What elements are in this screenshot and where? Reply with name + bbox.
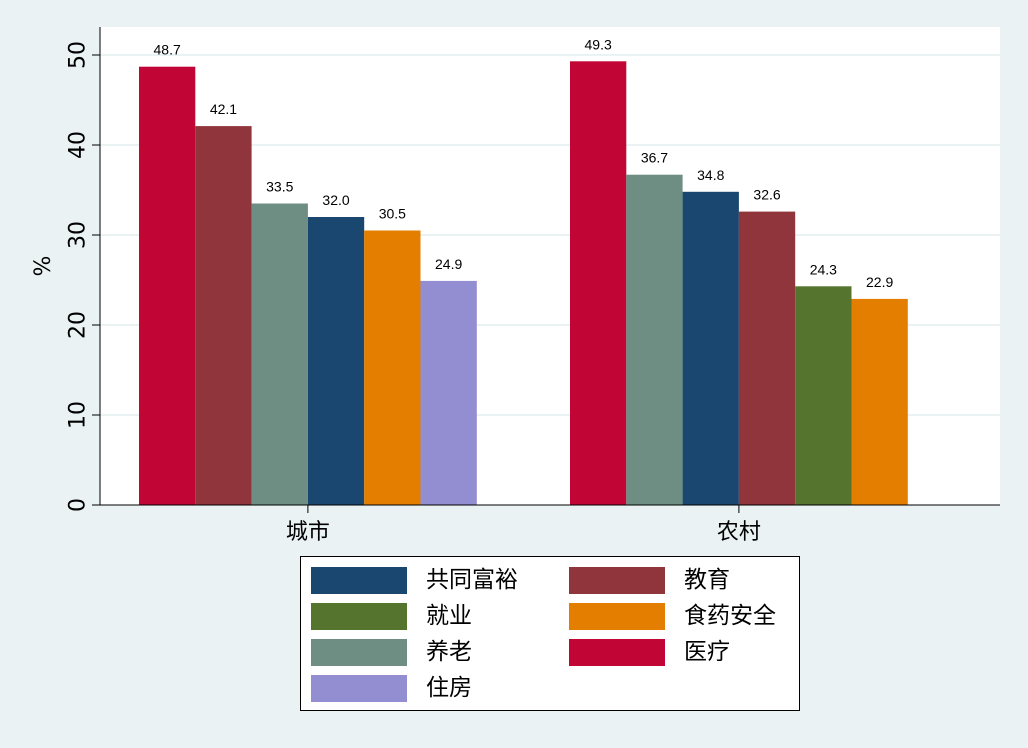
bar-value-label: 32.6 xyxy=(753,187,780,203)
bar-value-label: 32.0 xyxy=(322,192,349,208)
y-tick-label: 20 xyxy=(66,311,91,339)
legend-label: 医疗 xyxy=(684,639,730,665)
y-axis: 0 10 20 30 40 50 xyxy=(66,27,101,512)
bar-value-label: 36.7 xyxy=(641,150,668,166)
bar-value-label: 33.5 xyxy=(266,179,293,195)
bar xyxy=(364,230,421,505)
bar xyxy=(570,61,627,506)
bar xyxy=(738,211,796,505)
bar xyxy=(251,203,308,505)
bar-value-label: 49.3 xyxy=(585,36,612,52)
bar-value-label: 42.1 xyxy=(210,101,237,117)
legend-swatch xyxy=(311,639,407,666)
bar xyxy=(195,126,252,505)
bar xyxy=(626,174,683,505)
legend-label: 养老 xyxy=(426,639,472,665)
legend-swatch xyxy=(311,603,407,630)
bar xyxy=(795,286,852,505)
legend: 共同富裕 教育就业 食药安全养老 医疗住房 xyxy=(300,556,800,711)
bar-value-label: 22.9 xyxy=(866,274,893,290)
bar xyxy=(851,298,908,505)
legend-label: 共同富裕 xyxy=(426,567,518,593)
legend-label: 就业 xyxy=(426,603,472,629)
y-tick-label: 10 xyxy=(66,401,91,429)
y-tick-label: 50 xyxy=(66,41,91,69)
y-tick-label: 40 xyxy=(66,131,91,159)
bar xyxy=(682,191,739,506)
y-axis-label: % xyxy=(31,256,56,277)
y-tick-label: 0 xyxy=(66,498,91,512)
x-category-label: 城市 xyxy=(286,520,330,545)
y-tick-label: 30 xyxy=(66,221,91,249)
legend-label: 食药安全 xyxy=(684,603,776,629)
legend-swatch xyxy=(311,675,407,702)
bar-value-label: 24.3 xyxy=(810,261,837,277)
legend-swatch xyxy=(311,567,407,594)
legend-swatch xyxy=(569,603,665,630)
bar xyxy=(420,280,477,505)
bar xyxy=(307,217,365,505)
bar-value-label: 30.5 xyxy=(379,206,406,222)
bar-value-label: 34.8 xyxy=(697,167,724,183)
bars: 48.7 42.1 33.5 32.0 30.5 24.9 49.3 36.7 34.8 32.6… xyxy=(139,36,908,506)
legend-label: 教育 xyxy=(684,567,730,593)
legend-label: 住房 xyxy=(426,675,472,701)
bar-value-label: 24.9 xyxy=(435,256,462,272)
legend-swatch xyxy=(569,567,665,594)
bar xyxy=(139,66,196,505)
bar-value-label: 48.7 xyxy=(154,42,181,58)
x-axis: 城市 农村 xyxy=(100,504,1000,545)
legend-swatch xyxy=(569,639,665,666)
x-category-label: 农村 xyxy=(717,520,761,545)
